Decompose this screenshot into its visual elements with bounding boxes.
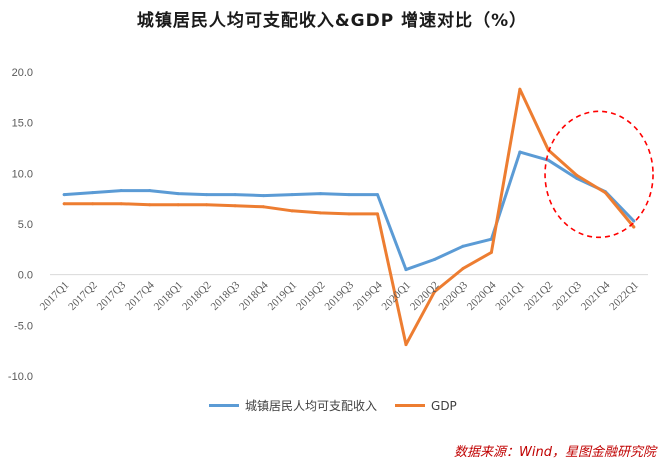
y-axis-ticks: 20.0 15.0 10.0 5.0 0.0 -5.0 -10.0 bbox=[8, 67, 33, 383]
x-tick-label: 2019Q1 bbox=[266, 279, 300, 313]
y-tick-label: -5.0 bbox=[14, 320, 33, 332]
x-tick-label: 2019Q3 bbox=[323, 279, 357, 313]
series-line-gdp bbox=[62, 87, 636, 347]
income-point bbox=[375, 193, 379, 197]
x-tick-label: 2017Q2 bbox=[66, 279, 100, 313]
income-point bbox=[404, 268, 408, 272]
legend-item-gdp: GDP bbox=[395, 399, 457, 413]
y-tick-label: 10.0 bbox=[12, 168, 33, 180]
x-tick-label: 2018Q1 bbox=[152, 279, 186, 313]
gdp-point bbox=[432, 290, 436, 294]
x-tick-label: 2017Q1 bbox=[38, 279, 72, 313]
y-tick-label: 15.0 bbox=[12, 118, 33, 130]
x-tick-label: 2021Q2 bbox=[522, 279, 556, 313]
gdp-point bbox=[375, 212, 379, 216]
income-point bbox=[319, 192, 323, 196]
income-point bbox=[290, 193, 294, 197]
gdp-point bbox=[233, 204, 237, 208]
income-point bbox=[148, 189, 152, 193]
x-tick-label: 2021Q3 bbox=[550, 279, 584, 313]
gdp-point bbox=[518, 87, 522, 91]
x-tick-label: 2019Q4 bbox=[351, 279, 385, 313]
x-tick-label: 2021Q1 bbox=[493, 279, 527, 313]
income-point bbox=[347, 193, 351, 197]
income-point bbox=[518, 150, 522, 154]
x-tick-label: 2020Q1 bbox=[380, 279, 414, 313]
x-tick-label: 2020Q3 bbox=[436, 279, 470, 313]
income-point bbox=[62, 193, 66, 197]
x-tick-label: 2019Q2 bbox=[294, 279, 328, 313]
income-point bbox=[575, 176, 579, 180]
gdp-point bbox=[62, 202, 66, 206]
x-tick-label: 2017Q3 bbox=[95, 279, 129, 313]
x-tick-label: 2018Q4 bbox=[237, 279, 271, 313]
gdp-point bbox=[461, 267, 465, 271]
gdp-point bbox=[347, 212, 351, 216]
gdp-point bbox=[119, 202, 123, 206]
gdp-point bbox=[603, 191, 607, 195]
gdp-point bbox=[404, 343, 408, 347]
y-tick-label: -10.0 bbox=[8, 371, 33, 383]
gdp-point bbox=[262, 205, 266, 209]
series-line-income bbox=[62, 150, 636, 272]
gdp-point bbox=[148, 203, 152, 207]
legend-label-income: 城镇居民人均可支配收入 bbox=[245, 399, 378, 413]
x-tick-label: 2018Q3 bbox=[209, 279, 243, 313]
x-axis-ticks: 2017Q12017Q22017Q32017Q42018Q12018Q22018… bbox=[38, 279, 641, 313]
highlight-ellipse bbox=[544, 110, 654, 239]
y-tick-label: 20.0 bbox=[12, 67, 33, 79]
series-lines bbox=[62, 87, 636, 347]
legend-swatch-gdp bbox=[395, 404, 426, 407]
gdp-point bbox=[575, 173, 579, 177]
income-point bbox=[432, 257, 436, 261]
x-tick-label: 2021Q4 bbox=[579, 279, 613, 313]
income-point bbox=[546, 158, 550, 162]
income-point bbox=[262, 194, 266, 198]
income-point bbox=[632, 219, 636, 223]
income-point bbox=[205, 193, 209, 197]
gdp-point bbox=[489, 250, 493, 254]
x-tick-label: 2018Q2 bbox=[180, 279, 214, 313]
gdp-point bbox=[205, 203, 209, 207]
y-tick-label: 5.0 bbox=[18, 219, 33, 231]
income-point bbox=[91, 191, 95, 195]
gdp-point bbox=[319, 211, 323, 215]
legend-item-income: 城镇居民人均可支配收入 bbox=[209, 397, 377, 414]
gdp-point bbox=[176, 203, 180, 207]
x-tick-label: 2022Q1 bbox=[607, 279, 641, 313]
income-point bbox=[461, 244, 465, 248]
chart-title: 城镇居民人均可支配收入&GDP 增速对比（%） bbox=[136, 11, 528, 31]
gdp-point bbox=[91, 202, 95, 206]
source-note: 数据来源：Wind，星图金融研究院 bbox=[454, 445, 656, 460]
income-point bbox=[233, 193, 237, 197]
legend-swatch-income bbox=[209, 404, 239, 407]
legend-label-gdp: GDP bbox=[431, 398, 457, 413]
income-point bbox=[176, 192, 180, 196]
x-tick-label: 2017Q4 bbox=[123, 279, 157, 313]
income-point bbox=[119, 189, 123, 193]
gdp-point bbox=[290, 209, 294, 213]
x-tick-label: 2020Q4 bbox=[465, 279, 499, 313]
y-tick-label: 0.0 bbox=[18, 270, 33, 282]
legend: 城镇居民人均可支配收入 GDP bbox=[209, 397, 475, 414]
gdp-point bbox=[632, 225, 636, 229]
